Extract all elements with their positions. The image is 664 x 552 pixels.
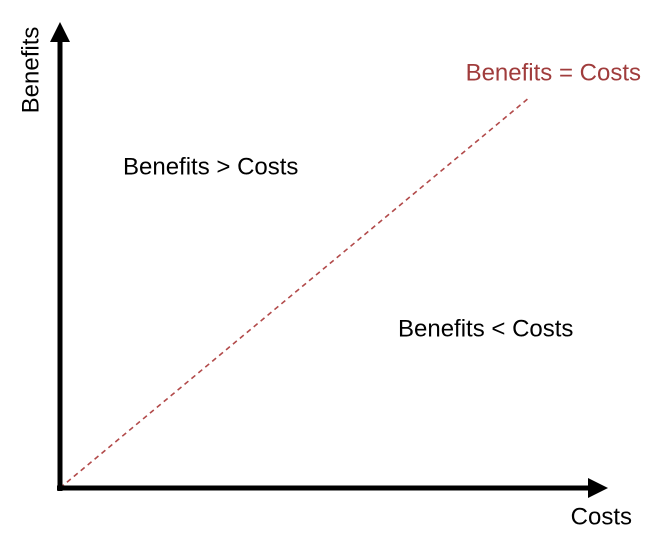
x-axis-arrow — [588, 478, 608, 498]
x-axis-label: Costs — [571, 503, 632, 530]
region-label: Benefits < Costs — [398, 315, 573, 342]
y-axis-label: Benefits — [17, 27, 44, 114]
y-axis-arrow — [50, 22, 70, 42]
equality-line — [59, 96, 531, 489]
line-label: Benefits = Costs — [466, 59, 641, 86]
region-label: Benefits > Costs — [123, 153, 298, 180]
